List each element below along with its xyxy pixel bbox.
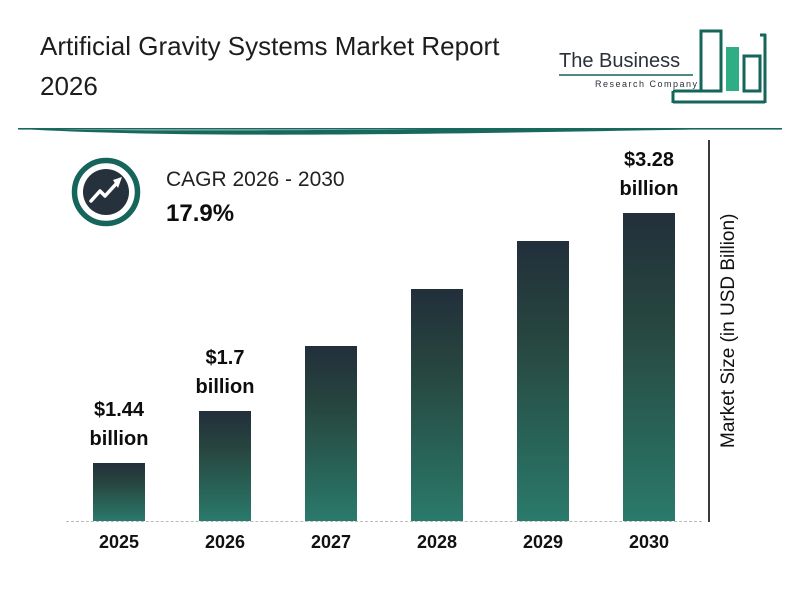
bar-2027 xyxy=(305,346,357,521)
chart-bars: $1.44 billion $1.7 billion $3.28 billion xyxy=(66,138,702,522)
bar-column-2025: $1.44 billion xyxy=(66,396,172,521)
y-axis-title: Market Size (in USD Billion) xyxy=(718,213,739,449)
bar-2028 xyxy=(411,289,463,521)
logo-text-line2: Research Company xyxy=(595,79,699,89)
x-axis-label-2027: 2027 xyxy=(310,532,352,552)
page-title: Artificial Gravity Systems Market Report… xyxy=(40,26,560,107)
x-axis-label-2028: 2028 xyxy=(416,532,458,552)
x-axis-label-2026: 2026 xyxy=(204,532,246,552)
x-axis-label-2025: 2025 xyxy=(98,532,140,552)
x-axis-labels: 2025 2026 2027 2028 2029 2030 xyxy=(66,532,702,553)
cagr-block: CAGR 2026 - 2030 17.9% xyxy=(166,168,345,228)
bar-2029 xyxy=(517,241,569,521)
bar-column-2029 xyxy=(490,241,596,521)
bar-column-2027 xyxy=(278,346,384,521)
logo-bars-icon xyxy=(671,29,767,104)
x-axis-label-2030: 2030 xyxy=(628,532,670,552)
cagr-trend-badge xyxy=(71,157,141,227)
logo-text-line1: The Business xyxy=(559,50,680,72)
bar-value-label-2025: $1.44 billion xyxy=(89,399,149,450)
cagr-label: CAGR 2026 - 2030 xyxy=(166,168,345,191)
bar-column-2030: $3.28 billion xyxy=(596,146,702,521)
trend-up-arrow-icon xyxy=(89,177,122,203)
page-title-line1: Artificial Gravity Systems Market Report xyxy=(40,31,500,61)
x-axis-label-2029: 2029 xyxy=(522,532,564,552)
bar-value-label-2030: $3.28 billion xyxy=(619,149,679,200)
divider-swoosh xyxy=(18,128,782,135)
y-axis-line xyxy=(708,140,710,522)
bar-column-2028 xyxy=(384,289,490,521)
bar-2025 xyxy=(93,463,145,521)
bar-2030 xyxy=(623,213,675,521)
badge-ring xyxy=(71,157,141,227)
cagr-value: 17.9% xyxy=(166,200,235,227)
company-logo: The Business Research Company xyxy=(559,29,767,104)
page-title-line2: 2026 xyxy=(40,71,98,102)
bar-2026 xyxy=(199,411,251,521)
bar-value-label-2026: $1.7 billion xyxy=(195,347,255,398)
bar-column-2026: $1.7 billion xyxy=(172,344,278,521)
